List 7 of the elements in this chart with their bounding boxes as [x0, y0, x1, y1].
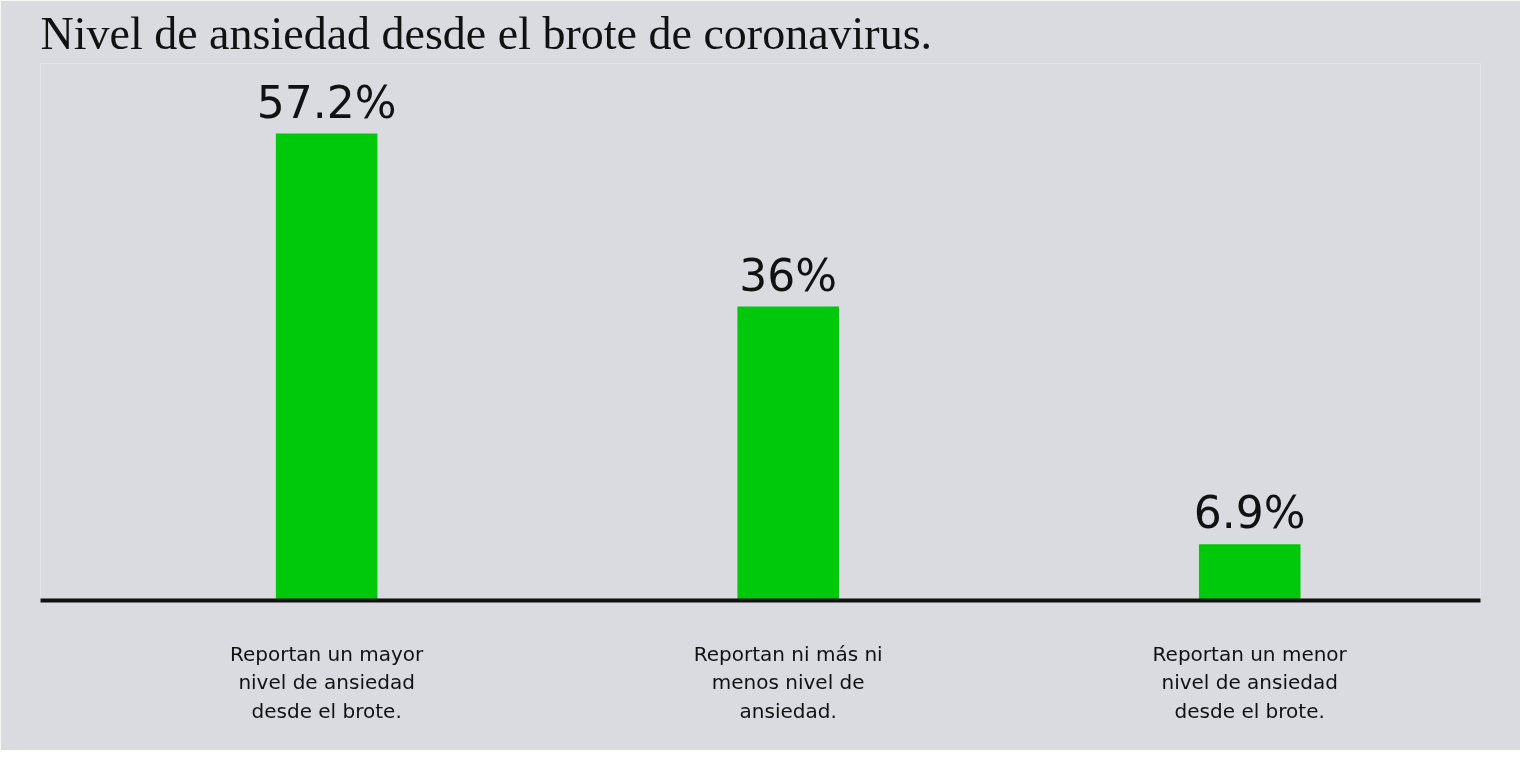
x-tick-label: Reportan un mayor nivel de ansiedad desde el brote.	[229, 641, 425, 724]
data-label: 36%	[739, 249, 838, 301]
data-label: 6.9%	[1193, 487, 1306, 539]
chart-title: Nivel de ansiedad desde el brote de coronavirus.	[40, 7, 933, 59]
data-label: 57.2%	[256, 76, 397, 128]
x-tick-label: Reportan ni más ni menos nivel de ansiedad.	[693, 641, 883, 724]
x-tick-label: Reportan un menor nivel de ansiedad desde el brote.	[1152, 641, 1348, 724]
